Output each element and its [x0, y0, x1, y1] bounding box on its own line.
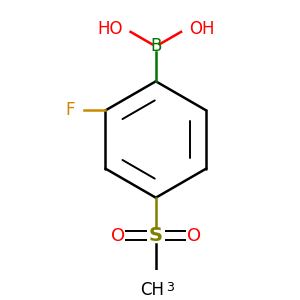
Text: F: F: [65, 101, 75, 119]
Text: HO: HO: [97, 20, 123, 38]
Text: 3: 3: [166, 280, 174, 294]
Text: O: O: [187, 226, 201, 244]
Text: OH: OH: [189, 20, 214, 38]
Text: O: O: [111, 226, 125, 244]
Text: B: B: [150, 38, 161, 56]
Text: CH: CH: [140, 280, 164, 298]
Text: S: S: [149, 226, 163, 245]
